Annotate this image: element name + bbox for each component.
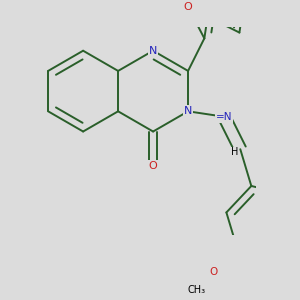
Text: =N: =N <box>216 112 232 122</box>
Text: O: O <box>184 2 192 12</box>
Text: CH₃: CH₃ <box>188 285 206 295</box>
Text: O: O <box>209 267 218 277</box>
Text: O: O <box>149 161 158 171</box>
Text: N: N <box>149 46 157 56</box>
Text: N: N <box>184 106 192 116</box>
Text: H: H <box>231 147 238 158</box>
